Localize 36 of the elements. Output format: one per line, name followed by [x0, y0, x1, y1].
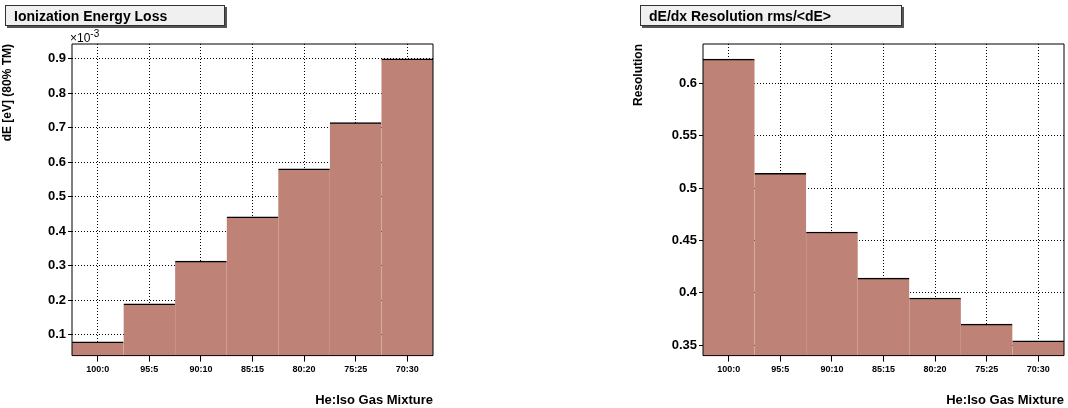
y-tick-label: 0.3 [47, 257, 66, 273]
chart-title: Ionization Energy Loss [5, 5, 225, 26]
x-tick-label: 85:15 [871, 364, 896, 375]
y-tick-label: 0.9 [47, 50, 66, 66]
x-tick-label: 95:5 [771, 364, 790, 375]
x-tick-label: 90:10 [820, 364, 844, 375]
y-tick-label: 0.4 [678, 284, 698, 300]
x-tick-label: 100:0 [717, 364, 741, 375]
x-axis-title: He:Iso Gas Mixture [946, 391, 1064, 407]
y-tick-label: 0.55 [671, 127, 697, 143]
y-tick-label: 0.35 [671, 336, 697, 352]
annotation: ×10$^{-3}$ [70, 28, 100, 45]
x-tick-label: 95:5 [140, 364, 159, 375]
y-tick-label: 0.5 [47, 188, 66, 204]
y-tick-label: 0.4 [47, 222, 67, 238]
x-tick-label: 80:20 [292, 364, 316, 375]
x-axis-title: He:Iso Gas Mixture [315, 391, 433, 407]
y-tick-label: 0.45 [671, 231, 697, 247]
y-axis-title: Resolution [630, 44, 645, 106]
x-tick-label: 90:10 [189, 364, 213, 375]
x-tick-label: 75:25 [344, 364, 368, 375]
y-tick-label: 0.8 [47, 84, 66, 100]
y-tick-label: 0.1 [47, 326, 66, 342]
x-tick-label: 70:30 [1026, 364, 1050, 375]
x-tick-label: 70:30 [395, 364, 419, 375]
y-tick-label: 0.5 [678, 179, 697, 195]
chart-title: dE/dx Resolution rms/<dE> [640, 5, 902, 26]
x-tick-label: 85:15 [240, 364, 265, 375]
x-tick-label: 75:25 [975, 364, 999, 375]
y-tick-label: 0.7 [47, 119, 66, 135]
x-tick-label: 80:20 [923, 364, 947, 375]
y-axis-title: dE [eV] (80% TM) [0, 44, 14, 142]
y-tick-label: 0.2 [47, 291, 66, 307]
x-tick-label: 100:0 [86, 364, 110, 375]
y-tick-label: 0.6 [678, 74, 697, 90]
y-tick-label: 0.6 [47, 153, 66, 169]
